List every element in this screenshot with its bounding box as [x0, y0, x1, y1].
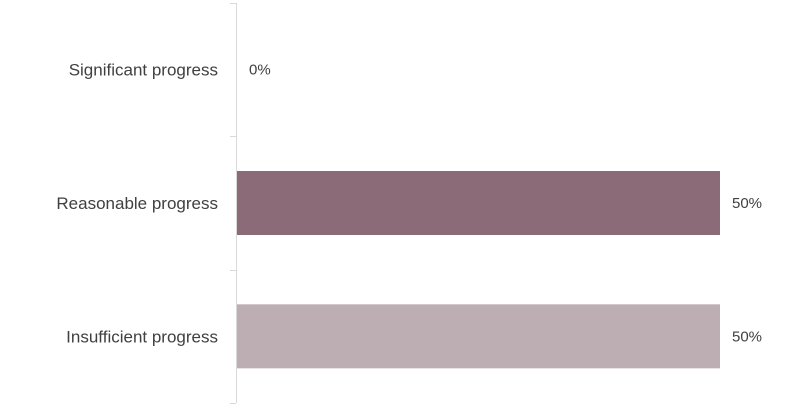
data-label: 50%: [732, 195, 762, 212]
category-label: Reasonable progress: [56, 194, 218, 213]
bar: [237, 304, 720, 369]
category-label: Insufficient progress: [66, 327, 218, 346]
category-label: Significant progress: [69, 61, 218, 80]
data-label: 0%: [249, 62, 271, 79]
data-label: 50%: [732, 328, 762, 345]
bar: [237, 171, 720, 235]
